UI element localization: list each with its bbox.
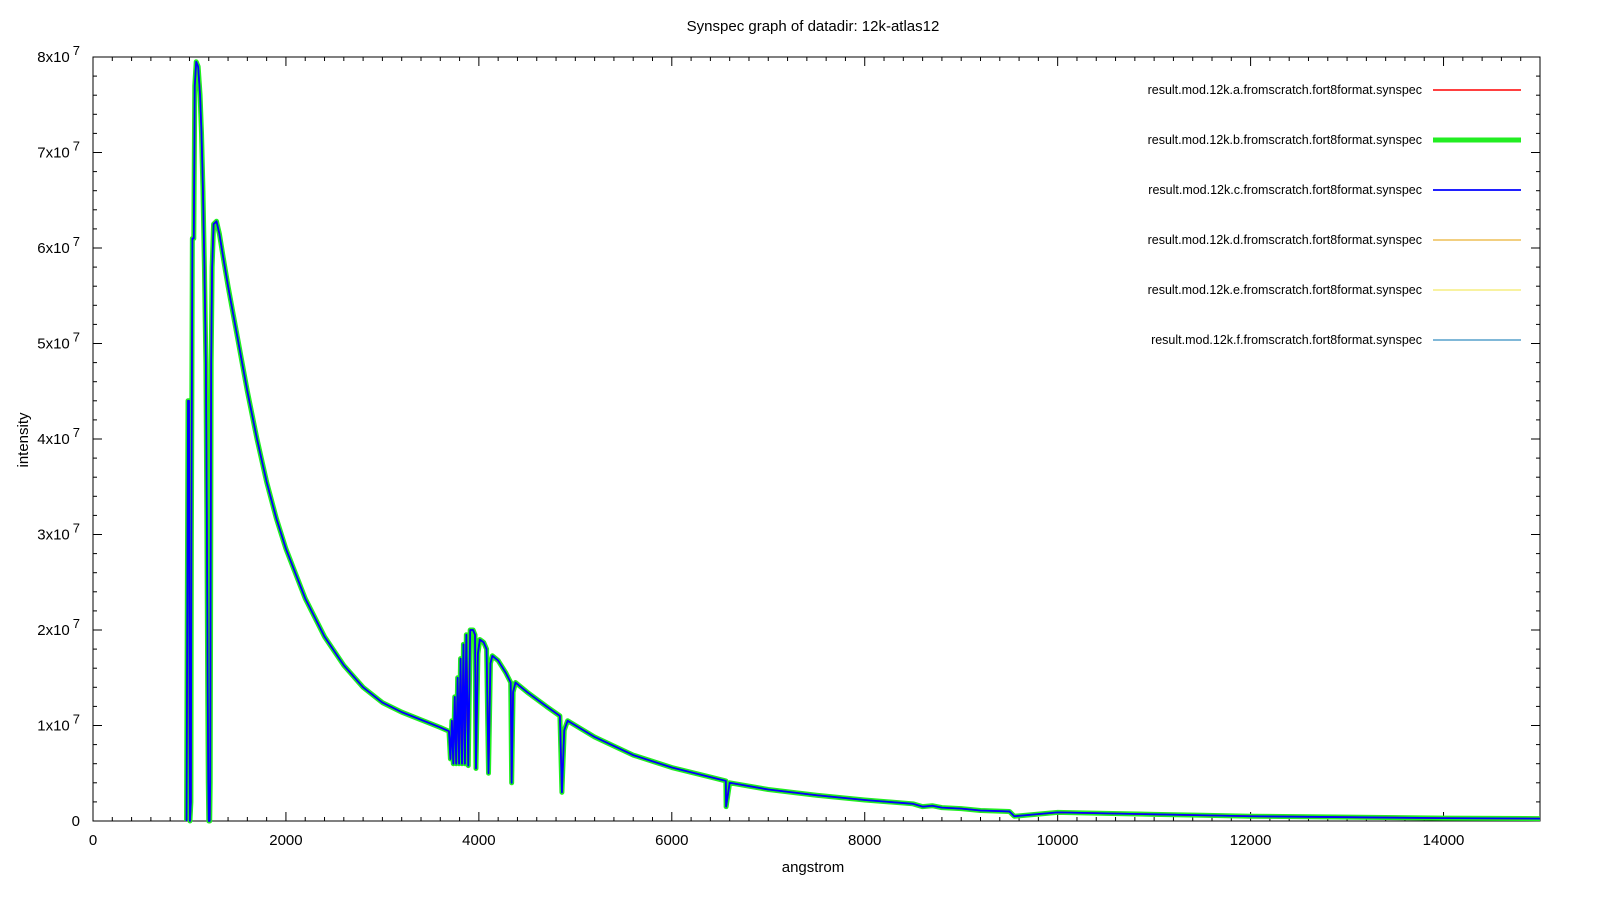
y-tick-label: 3x10 7: [37, 521, 80, 544]
x-tick-label: 4000: [462, 832, 495, 849]
x-tick-label: 2000: [269, 832, 302, 849]
y-tick-label: 7x10 7: [37, 139, 80, 162]
series-lines: [184, 59, 1541, 824]
x-tick-label: 6000: [655, 832, 688, 849]
x-tick-label: 8000: [848, 832, 881, 849]
legend: result.mod.12k.a.fromscratch.fort8format…: [1148, 83, 1521, 347]
legend-label: result.mod.12k.b.fromscratch.fort8format…: [1148, 133, 1422, 147]
legend-label: result.mod.12k.e.fromscratch.fort8format…: [1148, 283, 1422, 297]
y-tick-label: 5x10 7: [37, 330, 80, 353]
series-line-c: [185, 60, 1541, 822]
legend-label: result.mod.12k.a.fromscratch.fort8format…: [1148, 83, 1422, 97]
y-axis-label: intensity: [15, 412, 32, 468]
x-tick-label: 14000: [1423, 832, 1465, 849]
y-tick-label: 0: [72, 813, 80, 830]
x-axis-label: angstrom: [782, 859, 845, 876]
y-tick-label: 6x10 7: [37, 234, 80, 257]
legend-label: result.mod.12k.f.fromscratch.fort8format…: [1151, 333, 1422, 347]
y-tick-label: 1x10 7: [37, 712, 80, 735]
y-tick-label: 2x10 7: [37, 616, 80, 639]
y-tick-label: 4x10 7: [37, 425, 80, 448]
x-tick-label: 12000: [1230, 832, 1272, 849]
x-tick-label: 10000: [1037, 832, 1079, 849]
axis-ticks: 0 2000 4000 6000 8000 10000 12000 14000 0 1x10 7 2x…: [37, 43, 1540, 849]
y-tick-label: 8x10 7: [37, 43, 80, 66]
chart-title: Synspec graph of datadir: 12k-atlas12: [687, 18, 940, 35]
plot-frame: [92, 56, 1541, 822]
x-tick-label: 0: [89, 832, 97, 849]
legend-label: result.mod.12k.d.fromscratch.fort8format…: [1148, 233, 1422, 247]
legend-label: result.mod.12k.c.fromscratch.fort8format…: [1148, 183, 1422, 197]
